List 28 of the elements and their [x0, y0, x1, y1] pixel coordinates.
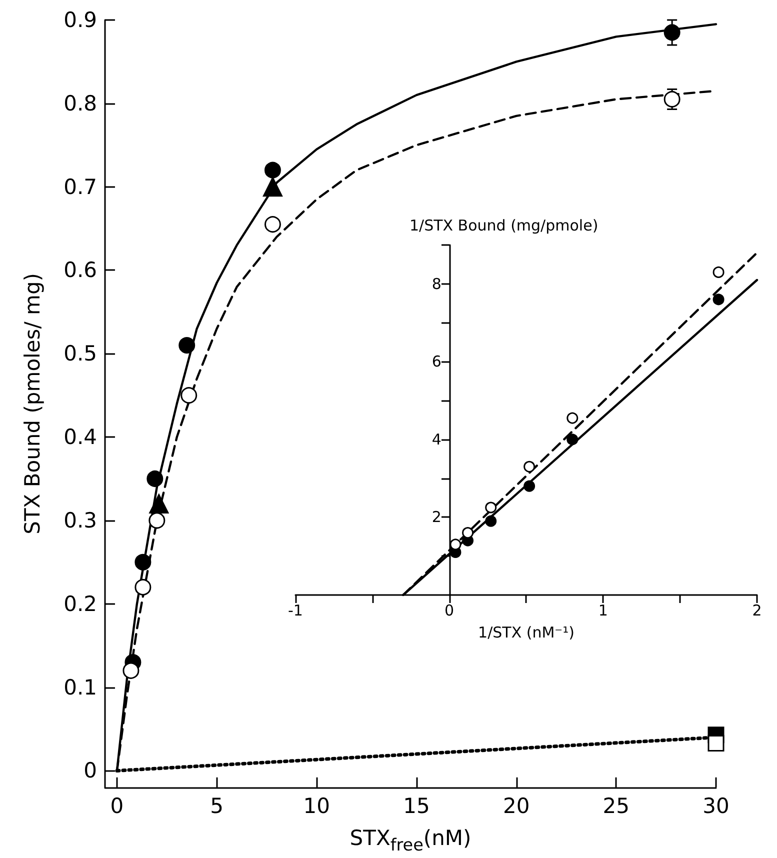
y-tick-label: 0.4 [64, 425, 97, 450]
x-tick-label: 10 [303, 794, 330, 818]
x-tick-label: -1 [288, 602, 303, 620]
y-tick-label: 0.1 [64, 675, 97, 700]
y-tick-label: 0.2 [64, 592, 97, 616]
y-tick-label: 0.8 [64, 91, 97, 116]
y-tick-label: 2 [432, 508, 442, 526]
y-tick-label: 0.7 [64, 174, 97, 199]
x-tick-label: 25 [602, 794, 630, 818]
x-tick-label: 0 [110, 794, 124, 818]
x-axis-title: 1/STX (nM⁻¹) [478, 624, 574, 642]
y-axis-title: 1/STX Bound (mg/pmole) [409, 216, 598, 234]
y-axis-title: STX Bound (pmoles/ mg) [20, 273, 44, 534]
y-tick-label: 0.5 [64, 342, 97, 366]
y-tick-label: 0.3 [64, 508, 97, 532]
x-tick-label: 2 [752, 602, 762, 620]
y-tick-label: 0 [84, 758, 97, 783]
x-tick-label: 1 [598, 602, 608, 620]
x-tick-label: 0 [444, 602, 454, 620]
y-tick-label: 6 [432, 352, 442, 371]
y-tick-label: 0.6 [64, 258, 97, 282]
x-tick-label: 20 [502, 794, 530, 818]
x-tick-label: 15 [403, 794, 430, 818]
y-tick-label: 0.9 [64, 8, 97, 32]
y-tick-label: 4 [432, 430, 442, 448]
x-tick-label: 5 [210, 794, 224, 818]
x-tick-label: 30 [702, 794, 730, 818]
y-tick-label: 8 [432, 274, 442, 293]
